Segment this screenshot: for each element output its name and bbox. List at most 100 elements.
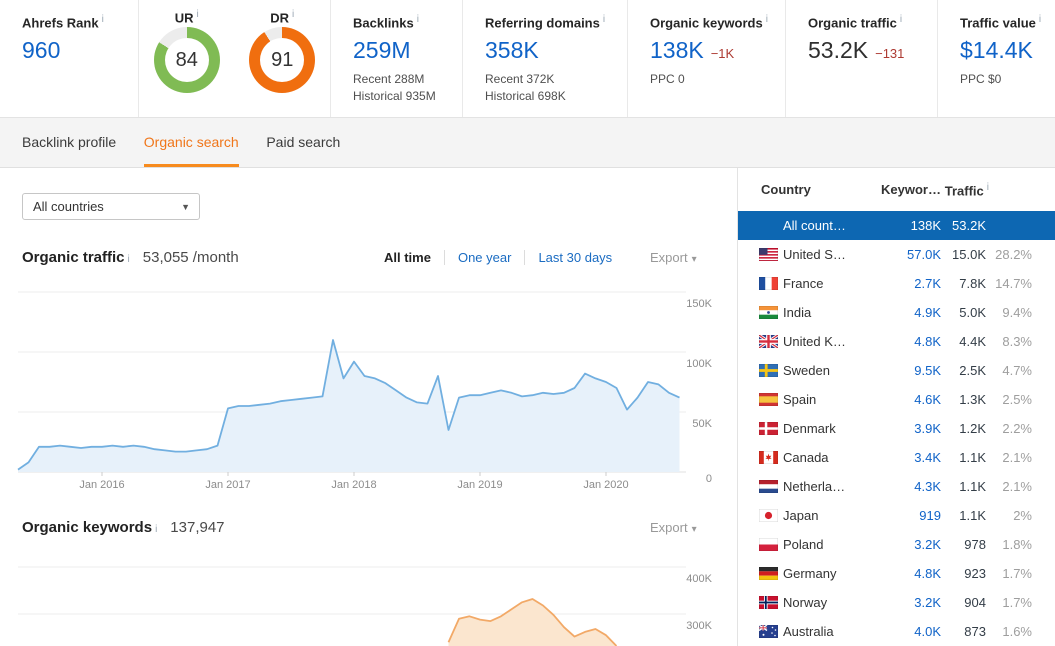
ca-flag-icon [759, 451, 778, 464]
country-filter-select[interactable]: All countries ▼ [22, 193, 200, 220]
keywords-value[interactable]: 3.9K [914, 421, 941, 436]
es-flag-icon [759, 393, 778, 406]
info-icon[interactable]: i [127, 254, 130, 265]
keywords-value[interactable]: 919 [919, 508, 941, 523]
traffic-value: 53.2K [952, 218, 986, 233]
column-header-keywords[interactable]: Keywor… [881, 182, 941, 197]
country-row[interactable]: United S… 57.0K 15.0K 28.2% [738, 240, 1055, 269]
traffic-value: 904 [964, 595, 986, 610]
tab-backlink-profile[interactable]: Backlink profile [22, 134, 117, 150]
us-flag-icon [759, 248, 778, 261]
country-row[interactable]: Spain 4.6K 1.3K 2.5% [738, 385, 1055, 414]
dr-gauge: DR i 91 [235, 0, 331, 117]
traffic-percent: 2.5% [1002, 392, 1032, 407]
keywords-value[interactable]: 9.5K [914, 363, 941, 378]
traffic-percent: 14.7% [995, 276, 1032, 291]
country-row[interactable]: Australia 4.0K 873 1.6% [738, 617, 1055, 646]
dr-donut-chart: 91 [249, 27, 316, 94]
keywords-value[interactable]: 2.7K [914, 276, 941, 291]
ahrefs-rank-value[interactable]: 960 [22, 37, 61, 64]
country-row[interactable]: Germany 4.8K 923 1.7% [738, 559, 1055, 588]
country-name: All count… [783, 218, 846, 233]
range-one-year[interactable]: One year [443, 250, 524, 265]
country-row[interactable]: France 2.7K 7.8K 14.7% [738, 269, 1055, 298]
export-keywords-button[interactable]: Export ▾ [650, 520, 697, 535]
traffic-percent: 1.7% [1002, 595, 1032, 610]
traffic-percent: 4.7% [1002, 363, 1032, 378]
fr-flag-icon [759, 277, 778, 290]
svg-text:400K: 400K [686, 573, 712, 585]
keywords-value[interactable]: 4.3K [914, 479, 941, 494]
country-row[interactable]: Netherla… 4.3K 1.1K 2.1% [738, 472, 1055, 501]
organic-keywords-area-chart[interactable]: 400K 300K [0, 545, 737, 646]
info-icon[interactable]: i [101, 14, 104, 25]
keywords-value[interactable]: 3.4K [914, 450, 941, 465]
metrics-header: Ahrefs Rank i 960 UR i 84 DR i 91 Backlinks… [0, 0, 1055, 118]
country-filter-value: All countries [33, 199, 104, 214]
info-icon[interactable]: i [155, 524, 158, 535]
tab-paid-search[interactable]: Paid search [266, 134, 341, 150]
column-header-country[interactable]: Country [761, 182, 811, 197]
organic-traffic-area-chart[interactable]: 150K 100K 50K 0 Jan 2016 Jan 2017 Jan 2018 Jan … [0, 280, 737, 492]
country-row-all-countries-selected[interactable]: All count… 138K 53.2K [738, 211, 1055, 240]
in-flag-icon [759, 306, 778, 319]
svg-text:Jan 2019: Jan 2019 [457, 479, 502, 491]
country-name: Japan [783, 508, 819, 523]
no-flag-icon [759, 596, 778, 609]
country-row[interactable]: India 4.9K 5.0K 9.4% [738, 298, 1055, 327]
column-header-traffic[interactable]: Traffic i [944, 182, 989, 199]
keywords-value[interactable]: 3.2K [914, 595, 941, 610]
organic-search-main: All countries ▼ Organic traffic i 53,055 … [0, 168, 737, 646]
country-name: Canada [783, 450, 829, 465]
backlinks-value[interactable]: 259M [353, 37, 411, 64]
traffic-value: 1.1K [959, 508, 986, 523]
keywords-value[interactable]: 57.0K [907, 247, 941, 262]
info-icon[interactable]: i [986, 182, 989, 193]
jp-flag-icon [759, 509, 778, 522]
keywords-value[interactable]: 4.8K [914, 334, 941, 349]
info-icon[interactable]: i [602, 14, 606, 25]
traffic-value-value[interactable]: $14.4K [960, 37, 1033, 64]
keywords-value[interactable]: 4.0K [914, 624, 941, 639]
ur-gauge: UR i 84 [139, 0, 235, 117]
info-icon[interactable]: i [416, 14, 419, 25]
keywords-value[interactable]: 3.2K [914, 537, 941, 552]
referring-domains-subs: Recent 372K Historical 698K [485, 71, 617, 105]
traffic-value: 1.1K [959, 479, 986, 494]
traffic-percent: 1.6% [1002, 624, 1032, 639]
info-icon[interactable]: i [765, 14, 768, 25]
traffic-value: 1.2K [959, 421, 986, 436]
organic-keywords-value[interactable]: 138K [650, 37, 704, 64]
chevron-down-icon: ▼ [181, 202, 190, 212]
metric-label: Organic traffic i [808, 14, 903, 31]
country-row[interactable]: Canada 3.4K 1.1K 2.1% [738, 443, 1055, 472]
metric-card-backlinks: Backlinks i 259M Recent 288M Historical 9… [330, 0, 462, 117]
country-row[interactable]: Japan 919 1.1K 2% [738, 501, 1055, 530]
country-row[interactable]: Norway 3.2K 904 1.7% [738, 588, 1055, 617]
country-row[interactable]: United K… 4.8K 4.4K 8.3% [738, 327, 1055, 356]
keywords-value[interactable]: 4.6K [914, 392, 941, 407]
country-row[interactable]: Sweden 9.5K 2.5K 4.7% [738, 356, 1055, 385]
info-icon[interactable]: i [1038, 14, 1042, 25]
country-name: Germany [783, 566, 837, 581]
ur-value: 84 [164, 38, 209, 83]
tab-organic-search[interactable]: Organic search [143, 118, 239, 167]
dr-value: 91 [260, 38, 305, 83]
range-all-time[interactable]: All time [384, 250, 431, 265]
range-last-30-days[interactable]: Last 30 days [524, 250, 625, 265]
keywords-value[interactable]: 4.9K [914, 305, 941, 320]
organic-keywords-delta: −1K [710, 46, 735, 62]
svg-text:Jan 2018: Jan 2018 [331, 479, 376, 491]
country-row[interactable]: Denmark 3.9K 1.2K 2.2% [738, 414, 1055, 443]
keywords-value[interactable]: 4.8K [914, 566, 941, 581]
info-icon[interactable]: i [292, 9, 295, 20]
traffic-value: 7.8K [959, 276, 986, 291]
traffic-percent: 2.1% [1002, 450, 1032, 465]
referring-domains-value[interactable]: 358K [485, 37, 539, 64]
info-icon[interactable]: i [899, 14, 903, 25]
country-row[interactable]: Poland 3.2K 978 1.8% [738, 530, 1055, 559]
export-traffic-button[interactable]: Export ▾ [650, 250, 697, 265]
info-icon[interactable]: i [196, 9, 199, 20]
svg-text:Jan 2020: Jan 2020 [583, 479, 628, 491]
referring-domains-historical: Historical 698K [485, 89, 566, 104]
